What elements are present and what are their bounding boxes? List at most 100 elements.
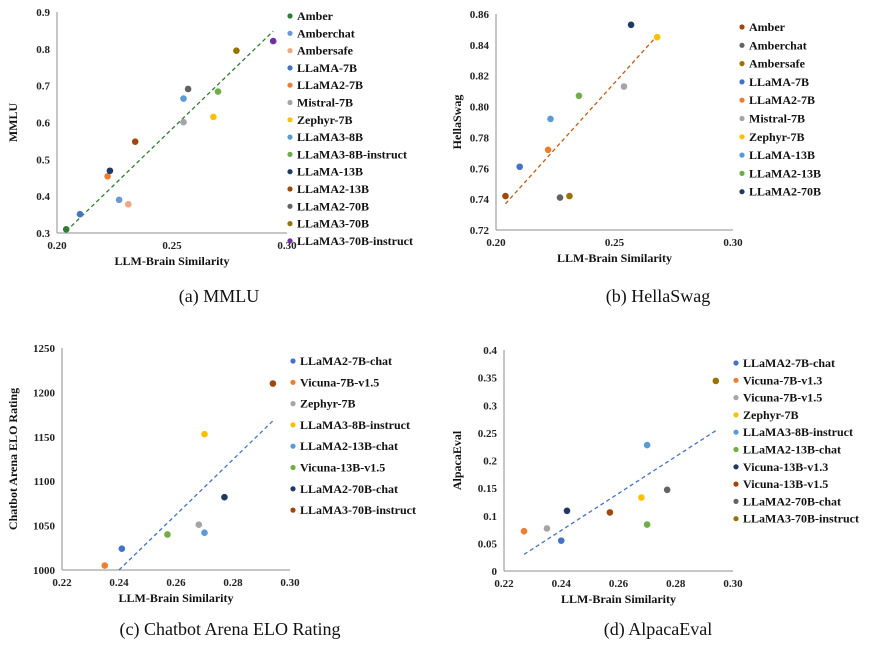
legend-label: LLaMA2-7B [297,78,363,92]
legend-label: LLaMA3-8B-instruct [743,425,853,439]
x-tick-label: 0.22 [494,578,514,590]
data-point [131,138,139,145]
y-tick-label: 0.4 [483,345,497,357]
chart-panel-2: 0.20 0.25 0.30 0.72 0.74 0.76 0.78 0.80 0.82 0.84… [450,9,821,307]
legend-label: LLaMA2-13B-chat [300,439,398,453]
legend-marker [290,507,296,513]
x-tick-label: 0.26 [609,578,629,590]
x-tick-label: 0.25 [162,240,182,252]
x-axis-title: LLM-Brain Similarity [561,592,676,606]
data-point [233,47,240,54]
legend-label: Amberchat [749,38,807,52]
y-tick-label: 0.35 [478,373,498,385]
y-axis-title: AlpacaEval [450,430,464,490]
data-point [547,115,554,123]
y-tick-label: 0.15 [478,483,498,495]
legend-label: LLaMA3-70B-instruct [743,512,859,526]
data-point [643,521,651,528]
data-point [663,486,671,494]
data-point [214,88,222,95]
data-point [269,380,277,387]
data-point [643,441,651,449]
data-point [575,92,583,100]
y-tick-label: 0.74 [470,194,490,206]
legend-marker [739,170,745,176]
legend-marker [287,48,293,54]
legend-marker [733,498,739,504]
data-point [620,83,628,90]
x-tick-label: 0.24 [552,578,572,590]
data-point [125,200,132,208]
y-tick-label: 0.72 [470,225,490,237]
legend-label: LLaMA2-7B-chat [743,356,835,370]
legend-label: LLaMA2-13B-chat [743,443,841,457]
data-point [502,192,509,200]
y-tick-label: 0.6 [36,118,50,130]
legend-marker [287,30,293,36]
legend-label: Mistral-7B [749,112,805,126]
legend-label: LLaMA3-8B [297,130,363,144]
y-tick-label: 1100 [34,476,56,488]
y-tick-label: 0.1 [483,511,497,523]
x-tick-label: 0.20 [486,237,506,249]
legend-label: LLaMA2-70B-chat [743,494,841,508]
legend-marker [290,422,296,428]
legend-marker [739,61,745,67]
data-point [106,167,114,175]
data-point [180,118,187,126]
y-axis-title: MMLU [6,103,20,143]
trend-line [118,420,274,571]
legend-label: LLaMA2-70B [297,199,369,213]
y-tick-label: 0.86 [470,9,490,21]
legend-marker [290,358,296,364]
data-point [627,21,635,29]
legend-label: Vicuna-7B-v1.5 [300,375,379,389]
data-point [164,531,171,538]
x-tick-label: 0.30 [280,577,300,589]
legend-marker [287,134,293,140]
y-axis-title: Chatbot Arena ELO Rating [6,388,20,530]
data-point [557,537,565,544]
data-point [544,146,552,154]
chart-caption: (c) Chatbot Arena ELO Rating [120,619,341,640]
legend-marker [287,13,293,19]
data-point [712,377,720,385]
legend-marker [290,464,296,471]
x-tick-label: 0.28 [223,577,243,589]
legend-marker [287,151,293,157]
trend-line [523,430,717,555]
legend-marker [290,443,296,449]
legend-label: Ambersafe [297,44,354,58]
legend-marker [733,429,739,435]
x-tick-label: 0.30 [723,237,743,249]
x-tick-label: 0.30 [277,240,297,252]
x-axis-title: LLM-Brain Similarity [115,254,230,268]
legend-label: Ambersafe [749,57,806,71]
chart-panel-1: 0.20 0.25 0.30 0.3 0.4 0.5 0.6 0.7 0.8 0.9 LLM-Bra… [6,7,413,307]
legend-label: LLaMA-13B [749,148,815,162]
x-tick-label: 0.22 [52,577,72,589]
data-point [118,545,126,552]
legend-marker [733,481,739,487]
chart-caption: (b) HellaSwag [606,286,710,307]
data-point [221,493,228,501]
legend-marker [739,79,745,85]
y-tick-label: 1050 [33,521,56,533]
legend-label: Zephyr-7B [743,408,799,422]
legend-marker [287,65,293,71]
data-point [516,163,523,171]
legend-label: Amber [297,9,334,23]
legend-label: Amberchat [297,26,355,40]
legend-label: LLaMA2-13B [297,182,369,196]
x-tick-label: 0.30 [723,578,743,590]
legend-marker [287,117,293,123]
legend-label: Vicuna-7B-v1.3 [743,373,822,387]
legend-marker [733,377,739,383]
legend-marker [287,82,293,88]
x-axis-title: LLM-Brain Similarity [557,251,672,265]
x-tick-label: 0.25 [605,237,625,249]
legend-marker [287,169,293,175]
data-point [201,430,208,438]
x-tick-label: 0.28 [666,578,686,590]
legend-label: LLaMA2-70B-chat [300,482,398,496]
